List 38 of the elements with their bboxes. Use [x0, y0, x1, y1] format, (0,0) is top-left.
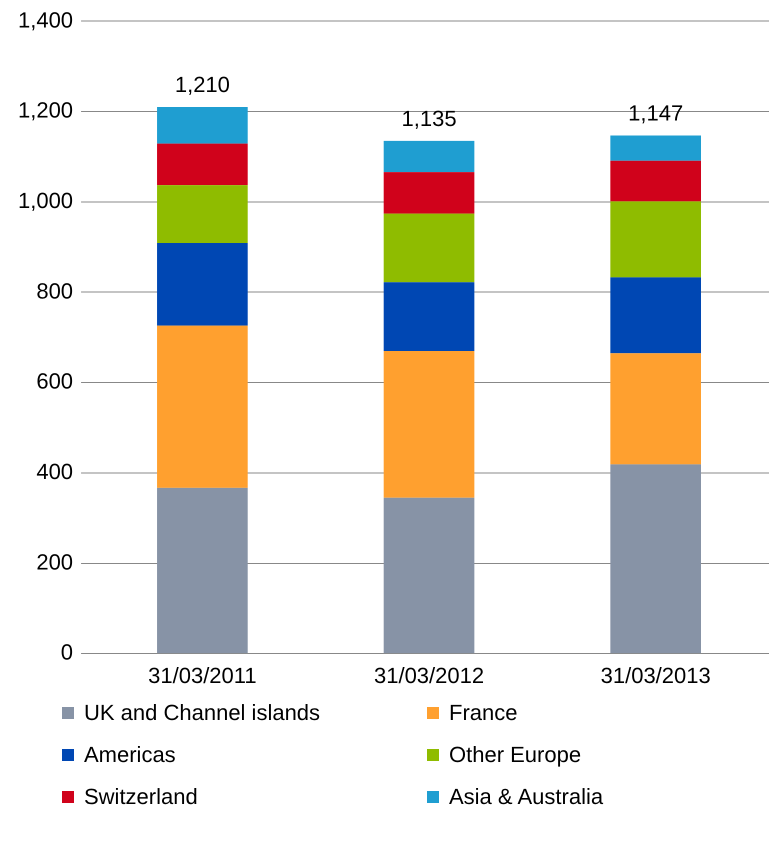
y-tick-label: 600 [36, 368, 74, 394]
bar [384, 350, 474, 498]
x-tick-label: 31/03/2013 [600, 662, 711, 688]
bar [384, 172, 474, 214]
legend-label: Switzerland [84, 784, 198, 810]
legend-label: Asia & Australia [449, 784, 604, 810]
y-tick-label: 0 [60, 640, 74, 665]
bar [384, 282, 474, 351]
total-label: 1,210 [174, 72, 230, 98]
y-tick-label: 1,000 [18, 188, 74, 213]
y-tick-label: 200 [36, 549, 74, 574]
bar [157, 326, 248, 488]
x-tick-label: 31/03/2011 [148, 662, 257, 688]
bar [384, 214, 474, 282]
bar [157, 107, 248, 144]
bar [610, 201, 702, 278]
bar [157, 144, 248, 186]
bar [384, 140, 474, 172]
y-tick-label: 1,200 [18, 98, 74, 123]
bar [610, 277, 702, 354]
y-tick-label: 1,400 [18, 7, 74, 32]
x-tick-label: 31/03/2012 [374, 662, 484, 688]
y-tick-label: 800 [36, 278, 74, 304]
bar [610, 160, 702, 202]
legend-label: Americas [84, 742, 176, 768]
bar [157, 488, 248, 654]
bar [610, 135, 702, 161]
bar [610, 353, 702, 464]
bar [610, 464, 702, 654]
total-label: 1,147 [628, 100, 684, 126]
legend-label: UK and Channel islands [84, 700, 320, 726]
bar [157, 185, 248, 243]
y-tick-label: 400 [36, 458, 74, 484]
legend-label: France [449, 700, 518, 726]
legend-label: Other Europe [449, 742, 582, 768]
bar [157, 242, 248, 326]
bar [384, 498, 474, 654]
total-label: 1,135 [401, 106, 457, 131]
